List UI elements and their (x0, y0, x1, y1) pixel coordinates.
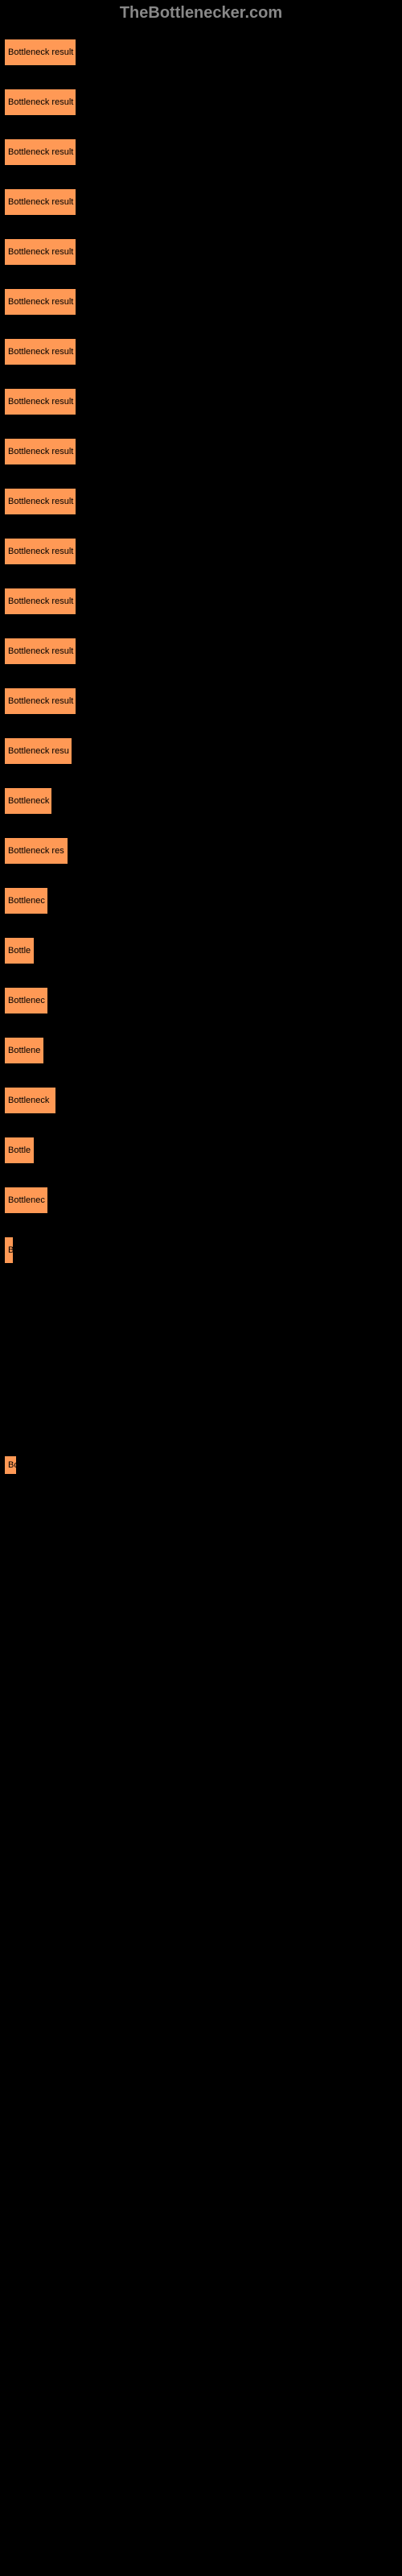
bar-row: Bottleneck result (4, 488, 398, 515)
bottleneck-bar: Bottleneck result (4, 687, 76, 715)
bottleneck-bar: Bottleneck result (4, 288, 76, 316)
bottleneck-bar: Bottle (4, 937, 35, 964)
bar-row: Bottlenec (4, 987, 398, 1014)
bottleneck-bar: Bottleneck result (4, 338, 76, 365)
bar-row: Bottleneck result (4, 188, 398, 216)
bottleneck-bar: Bottle (4, 1137, 35, 1164)
bottleneck-bar: Bottlenec (4, 887, 48, 914)
bottleneck-bar: Bottleneck result (4, 538, 76, 565)
bottleneck-bar-small: Bo (4, 1455, 17, 1475)
bar-row: Bottle (4, 937, 398, 964)
bar-row: Bottleneck (4, 787, 398, 815)
bar-row: Bottleneck result (4, 638, 398, 665)
bar-row: Bottleneck resu (4, 737, 398, 765)
bottleneck-bar: Bottleneck result (4, 89, 76, 116)
bottleneck-bar: Bottleneck (4, 787, 52, 815)
bar-row: Bottleneck result (4, 438, 398, 465)
bar-row: Bottleneck result (4, 288, 398, 316)
bottleneck-bar: Bottleneck result (4, 188, 76, 216)
bar-row: Bottleneck res (4, 837, 398, 865)
bar-row: Bottlenec (4, 887, 398, 914)
bar-row: Bottleneck result (4, 238, 398, 266)
bar-row: Bottleneck result (4, 338, 398, 365)
bar-row: Bottleneck result (4, 687, 398, 715)
bar-row: Bottleneck result (4, 89, 398, 116)
bar-row: Bottleneck result (4, 388, 398, 415)
bar-row: Bottleneck result (4, 588, 398, 615)
bottleneck-bar: Bottleneck result (4, 39, 76, 66)
bottleneck-bar: Bottleneck resu (4, 737, 72, 765)
site-header: TheBottlenecker.com (0, 0, 402, 23)
bottleneck-chart: Bottleneck result Bottleneck result Bottle… (0, 23, 402, 1491)
bottleneck-bar: Bottlene (4, 1037, 44, 1064)
bottleneck-bar: Bottleneck result (4, 138, 76, 166)
bottleneck-bar: Bottleneck result (4, 438, 76, 465)
bar-row: Bottleneck result (4, 138, 398, 166)
bottleneck-bar: Bottleneck (4, 1087, 56, 1114)
bottleneck-bar: Bottleneck result (4, 588, 76, 615)
bottleneck-bar: Bottlenec (4, 987, 48, 1014)
bottleneck-bar: B (4, 1236, 14, 1264)
bar-row: Bottlenec (4, 1187, 398, 1214)
bottleneck-bar: Bottleneck result (4, 638, 76, 665)
bar-row: Bottle (4, 1137, 398, 1164)
bar-row: B (4, 1236, 398, 1264)
bar-row: Bottlene (4, 1037, 398, 1064)
bottleneck-bar: Bottlenec (4, 1187, 48, 1214)
bar-row: Bottleneck (4, 1087, 398, 1114)
bottleneck-bar: Bottleneck result (4, 488, 76, 515)
bar-row: Bottleneck result (4, 39, 398, 66)
bar-row: Bottleneck result (4, 538, 398, 565)
bottleneck-bar: Bottleneck result (4, 238, 76, 266)
bottleneck-bar: Bottleneck result (4, 388, 76, 415)
bottleneck-bar: Bottleneck res (4, 837, 68, 865)
